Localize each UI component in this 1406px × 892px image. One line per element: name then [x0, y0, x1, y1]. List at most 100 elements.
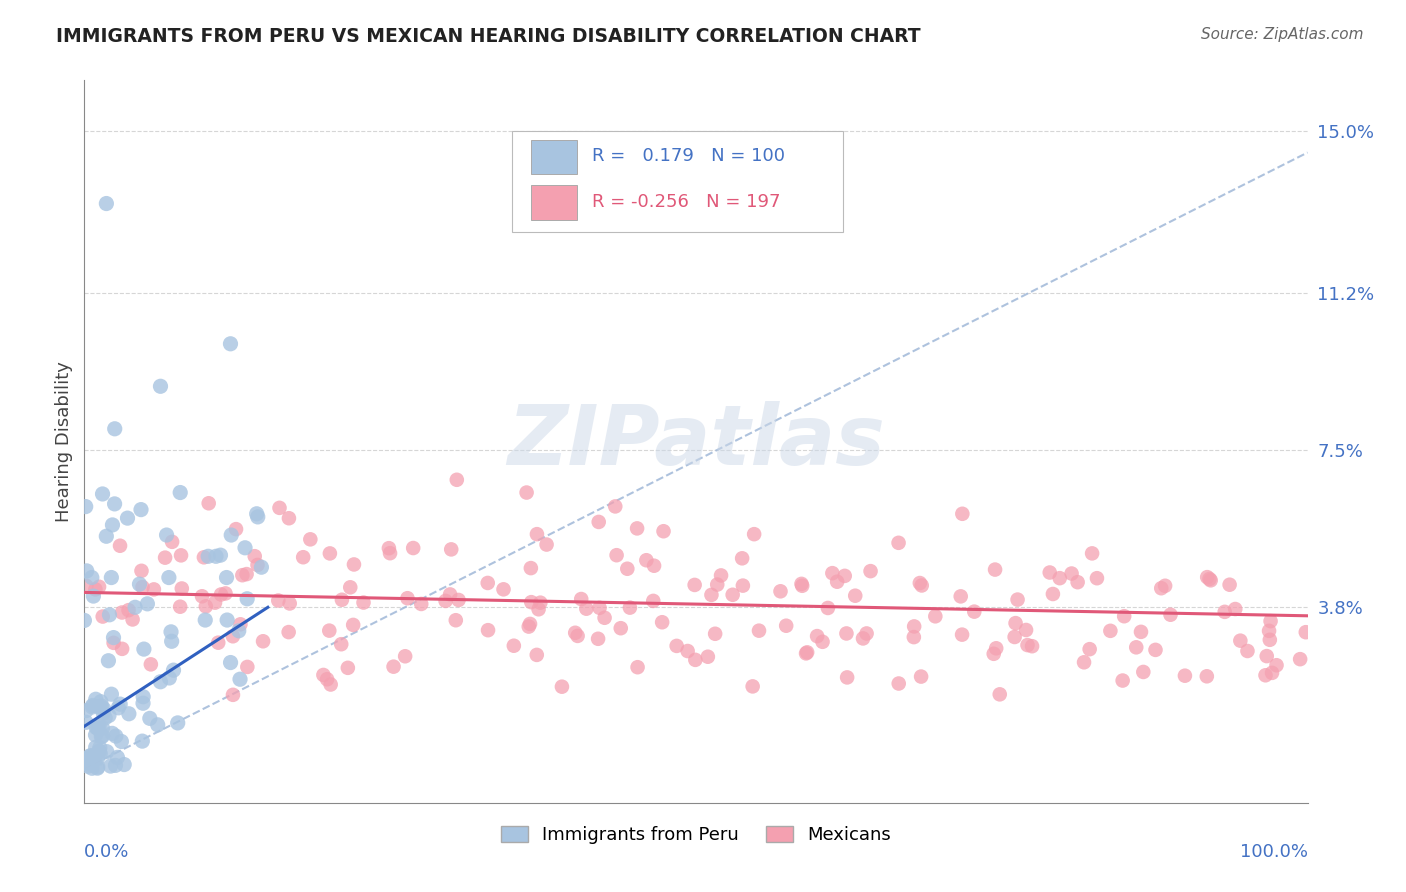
- Point: [520, 595, 543, 609]
- Point: [1125, 640, 1147, 655]
- Point: [91, 729, 114, 743]
- Point: [80, 761, 103, 775]
- Point: [1039, 566, 1062, 580]
- Point: [446, 473, 468, 487]
- Point: [91, 609, 114, 624]
- Point: [75, 500, 97, 514]
- Point: [859, 564, 882, 578]
- Point: [110, 734, 132, 748]
- Point: [90, 698, 112, 713]
- Point: [318, 624, 340, 638]
- Point: [197, 549, 219, 564]
- Point: [551, 680, 574, 694]
- Point: [526, 527, 548, 541]
- Point: [87, 760, 110, 774]
- Point: [536, 537, 558, 551]
- Point: [219, 336, 242, 351]
- Point: [835, 626, 858, 640]
- Point: [636, 553, 658, 567]
- Point: [516, 485, 538, 500]
- Point: [769, 584, 792, 599]
- Text: IMMIGRANTS FROM PERU VS MEXICAN HEARING DISABILITY CORRELATION CHART: IMMIGRANTS FROM PERU VS MEXICAN HEARING …: [56, 27, 921, 45]
- Point: [98, 708, 121, 723]
- Point: [1174, 669, 1197, 683]
- Point: [104, 422, 127, 436]
- Point: [887, 676, 910, 690]
- Point: [86, 761, 108, 775]
- Point: [124, 600, 146, 615]
- Point: [643, 558, 665, 573]
- Point: [107, 750, 129, 764]
- Point: [90, 730, 112, 744]
- Point: [231, 568, 253, 582]
- Point: [104, 729, 127, 743]
- Point: [1258, 632, 1281, 647]
- Point: [194, 599, 217, 614]
- Point: [1219, 578, 1241, 592]
- Point: [194, 613, 217, 627]
- Point: [217, 613, 239, 627]
- Point: [89, 700, 111, 714]
- Point: [87, 722, 110, 736]
- Point: [89, 740, 111, 755]
- Point: [229, 672, 252, 686]
- Point: [219, 528, 242, 542]
- Text: Source: ZipAtlas.com: Source: ZipAtlas.com: [1201, 27, 1364, 42]
- Point: [155, 528, 177, 542]
- Point: [731, 551, 754, 566]
- Point: [575, 601, 598, 615]
- Point: [434, 594, 457, 608]
- Point: [104, 758, 127, 772]
- Point: [103, 631, 125, 645]
- Point: [1261, 665, 1284, 680]
- Point: [89, 747, 111, 761]
- Point: [588, 515, 610, 529]
- Point: [197, 496, 219, 510]
- Point: [142, 582, 165, 597]
- Point: [225, 522, 247, 536]
- Point: [1254, 668, 1277, 682]
- Point: [378, 541, 401, 556]
- Point: [132, 690, 155, 704]
- Point: [97, 654, 120, 668]
- Point: [131, 580, 153, 594]
- Point: [269, 500, 291, 515]
- Point: [84, 720, 107, 734]
- Point: [616, 562, 638, 576]
- Point: [96, 196, 118, 211]
- Point: [146, 718, 169, 732]
- Text: ZIPatlas: ZIPatlas: [508, 401, 884, 482]
- Point: [112, 757, 135, 772]
- Point: [111, 606, 134, 620]
- Point: [83, 748, 105, 763]
- Point: [852, 632, 875, 646]
- Point: [1017, 638, 1039, 652]
- Point: [794, 646, 817, 660]
- Point: [1199, 574, 1222, 588]
- Point: [246, 507, 269, 521]
- Point: [811, 635, 834, 649]
- Point: [665, 639, 688, 653]
- Point: [117, 603, 139, 617]
- Point: [91, 487, 114, 501]
- Point: [643, 594, 665, 608]
- Point: [741, 680, 763, 694]
- Point: [837, 670, 859, 684]
- Point: [710, 568, 733, 582]
- Point: [207, 635, 229, 649]
- Point: [94, 711, 117, 725]
- Point: [1295, 625, 1317, 640]
- Point: [1154, 579, 1177, 593]
- Point: [108, 697, 131, 711]
- Point: [605, 500, 627, 514]
- Point: [903, 630, 925, 644]
- Point: [1042, 587, 1064, 601]
- Point: [162, 663, 184, 677]
- Point: [1015, 623, 1038, 637]
- Point: [342, 618, 364, 632]
- Point: [439, 587, 461, 601]
- Point: [222, 688, 245, 702]
- Point: [84, 582, 107, 597]
- Point: [569, 592, 592, 607]
- Point: [91, 721, 114, 735]
